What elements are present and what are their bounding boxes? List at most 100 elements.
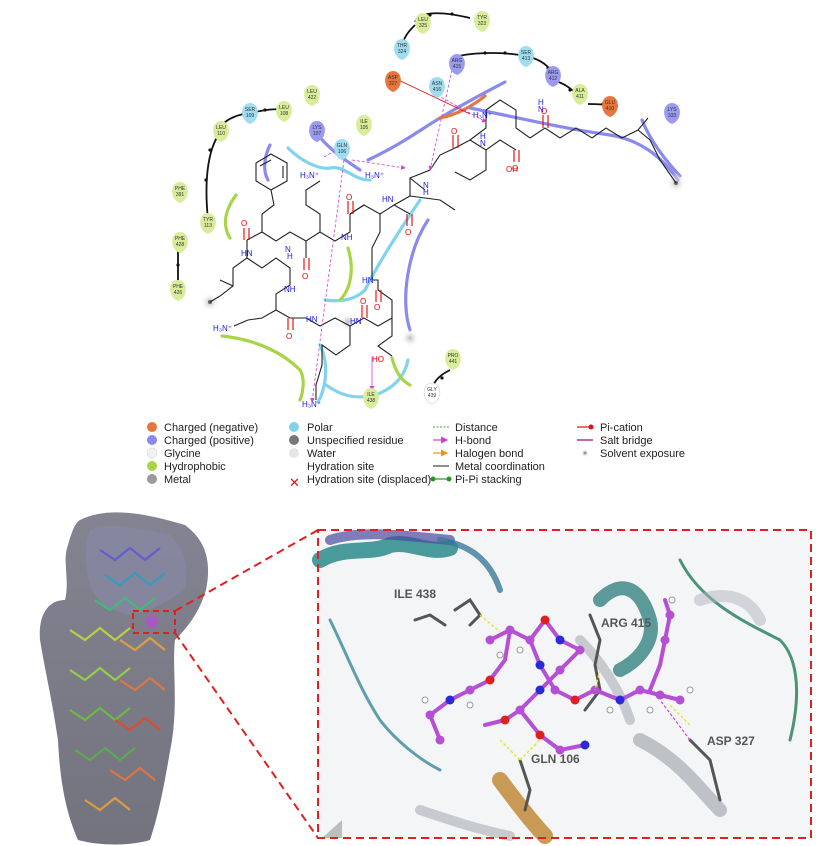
legend-hydrophobic: Hydrophobic: [164, 461, 226, 473]
carbonyl-o-5: O: [451, 127, 457, 136]
amide-n-3: N: [480, 139, 486, 148]
residue-bubble-phe426: [170, 280, 186, 301]
residue-bubble-arg412: [545, 66, 561, 87]
legend-metal-coordination: Metal coordination: [455, 461, 545, 473]
residue-bubble-leu422: [304, 85, 320, 106]
zoom-connector-bottom: [174, 632, 319, 839]
legend-charged-positive: Charged (positive): [164, 435, 254, 447]
residue-bubble-pro441: [445, 349, 461, 370]
pication-dot-icon: [588, 424, 594, 430]
residue-num-asp327: 327: [389, 81, 398, 87]
residue-name-tyr113: TYR: [203, 217, 213, 223]
residue-name-thr324: THR: [397, 43, 408, 49]
residue-bubble-asn416: [429, 77, 445, 98]
residue-bubble-gly439: [423, 382, 441, 405]
amine-nh3-4: H₃N⁺: [213, 324, 232, 333]
residue-bubble-leu325: [415, 13, 431, 34]
residue-name-asn416: ASN: [432, 81, 443, 87]
residue-name-pro441: PRO: [448, 353, 459, 359]
legend-hydration-site: Hydration site: [307, 461, 374, 473]
residue-num-lys333: 333: [668, 113, 677, 119]
legend-swatch-glycine: [146, 447, 158, 459]
residue-name-lys333: LYS: [667, 107, 677, 113]
residue-num-leu110: 110: [217, 131, 225, 137]
label-asp327: ASP 327: [707, 734, 755, 748]
solvent-exposure-markers: [200, 173, 686, 347]
backbone-dots: [176, 12, 605, 380]
zoom-connector-top: [174, 529, 319, 612]
legend-swatch-water: [289, 448, 299, 458]
residue-num-pro441: 441: [449, 359, 458, 365]
legend-charged-negative: Charged (negative): [164, 422, 258, 434]
residue-num-phe428: 428: [176, 242, 185, 248]
legend-polar: Polar: [307, 422, 333, 434]
residue-bubble-phe428: [172, 232, 188, 253]
legend-swatch-metal: [147, 474, 157, 484]
residue-bubble-gln106: [334, 139, 350, 160]
residue-name-leu108: LEU: [279, 105, 289, 111]
carbonyl-o-4: O: [405, 228, 411, 237]
residue-num-asn416: 416: [433, 87, 442, 93]
amide-h-2: H: [423, 188, 429, 197]
legend-pi-pi-stacking: Pi-Pi stacking: [455, 474, 522, 486]
residue-name-leu422: LEU: [307, 89, 317, 95]
ligand-atom-labels: H₃N⁺ H₃N⁺ H₃N⁺ H₃N⁺ H₃N⁺ OH HO NH HN HN …: [213, 98, 547, 409]
residue-bubble-ser413: [518, 46, 534, 67]
label-gln106: GLN 106: [531, 752, 580, 766]
residue-bubble-asp327: [385, 71, 401, 92]
interaction-lines: [310, 69, 487, 403]
residue-num-ile438: 438: [367, 398, 376, 404]
residue-name-phe391: PHE: [175, 186, 186, 192]
zoom-frame: [317, 529, 812, 839]
residue-bubble-ser109: [242, 103, 258, 124]
legend-solvent-exposure: Solvent exposure: [600, 448, 685, 460]
hbond-asn416: [436, 94, 487, 123]
residue-name-gly439: GLY: [427, 387, 437, 393]
legend-distance: Distance: [455, 422, 498, 434]
residue-num-tyr113: 113: [204, 223, 212, 229]
residue-bubble-tyr113: [200, 213, 216, 234]
legend-swatch-negative: [147, 422, 157, 432]
carbonyl-o-9: O: [360, 297, 366, 306]
amide-h-1: H: [287, 252, 293, 261]
amide-n-2: N: [423, 181, 429, 190]
legend-pi-cation: Pi-cation: [600, 422, 643, 434]
residue-bubble-lys107: [309, 121, 325, 142]
residue-name-glu410: GLU: [605, 100, 616, 106]
legend-hydration-site-displaced: Hydration site (displaced): [307, 474, 431, 486]
residue-bubble-arg415: [449, 54, 465, 75]
hbond-gln106-amine: [310, 159, 345, 403]
residue-num-ser413: 413: [522, 56, 531, 62]
residue-bubble-thr324: [394, 39, 410, 60]
carbonyl-o-1: O: [241, 219, 247, 228]
hydration-displaced-cross-icon: ✕: [289, 475, 300, 490]
legend-halogen-bond: Halogen bond: [455, 448, 524, 460]
residue-bubbles: LEU325TYR323THR324ASP327ARG415SER413ARG4…: [170, 11, 680, 409]
residue-bubble-ile438: [363, 388, 379, 409]
salt-bridge-asp327: [389, 75, 471, 115]
amine-nh3-1: H₃N⁺: [473, 111, 492, 120]
residue-num-gln106: 106: [338, 149, 347, 155]
amine-nh3-5: H₃N⁺: [302, 400, 321, 409]
amide-h-3: H: [480, 132, 486, 141]
legend-glycine: Glycine: [164, 448, 201, 460]
amide-h-4: H: [538, 98, 544, 107]
amide-nh-4: HN: [382, 195, 394, 204]
legend: Charged (negative) Charged (positive) Gl…: [146, 422, 685, 490]
residue-bubble-tyr323: [474, 11, 490, 32]
carbonyl-o-3: O: [346, 193, 352, 202]
residue-bubble-leu110: [213, 121, 229, 142]
